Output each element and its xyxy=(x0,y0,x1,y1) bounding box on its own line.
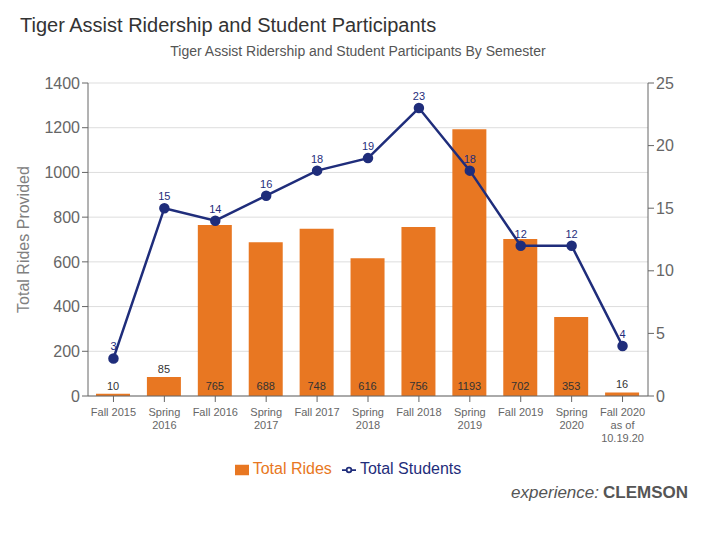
svg-text:20: 20 xyxy=(656,137,674,154)
svg-text:688: 688 xyxy=(257,380,275,392)
svg-text:14: 14 xyxy=(209,203,221,215)
html-text:Total Students: Total Students xyxy=(359,460,462,477)
svg-text:15: 15 xyxy=(158,190,170,202)
html-text:Tiger Assist Ridership and Stu: Tiger Assist Ridership and Student Parti… xyxy=(20,14,437,36)
svg-text:702: 702 xyxy=(511,380,529,392)
svg-text:765: 765 xyxy=(206,380,224,392)
svg-text:0: 0 xyxy=(656,388,665,405)
svg-text:748: 748 xyxy=(307,380,325,392)
svg-text:1200: 1200 xyxy=(44,119,80,136)
svg-text:Fall 2017: Fall 2017 xyxy=(294,406,339,418)
svg-text:Spring2019: Spring2019 xyxy=(454,406,486,431)
svg-text:12: 12 xyxy=(566,228,578,240)
svg-text:200: 200 xyxy=(53,343,80,360)
svg-text:16: 16 xyxy=(616,378,628,390)
html-text:Tiger Assist Ridership and Stu: Tiger Assist Ridership and Student Parti… xyxy=(170,43,546,59)
svg-text:Total Rides Provided: Total Rides Provided xyxy=(15,166,32,313)
svg-text:1400: 1400 xyxy=(44,75,80,92)
svg-text:10: 10 xyxy=(107,380,119,392)
svg-text:616: 616 xyxy=(358,380,376,392)
svg-text:756: 756 xyxy=(409,380,427,392)
svg-text:15: 15 xyxy=(656,200,674,217)
svg-text:18: 18 xyxy=(464,153,476,165)
svg-text:16: 16 xyxy=(260,178,272,190)
svg-text:600: 600 xyxy=(53,254,80,271)
svg-text:85: 85 xyxy=(158,363,170,375)
svg-text:400: 400 xyxy=(53,298,80,315)
html-text:experience: CLEMSON: experience: CLEMSON xyxy=(511,483,688,502)
svg-text:0: 0 xyxy=(71,388,80,405)
svg-text:19: 19 xyxy=(362,140,374,152)
svg-text:Spring2017: Spring2017 xyxy=(250,406,282,431)
html-text:Total Rides: Total Rides xyxy=(252,460,332,477)
svg-text:1000: 1000 xyxy=(44,164,80,181)
svg-text:Fall 2020as of10.19.20: Fall 2020as of10.19.20 xyxy=(600,406,645,444)
svg-text:25: 25 xyxy=(656,75,674,92)
svg-text:Spring2020: Spring2020 xyxy=(556,406,588,431)
svg-text:10: 10 xyxy=(656,262,674,279)
svg-text:3: 3 xyxy=(110,340,116,352)
svg-text:4: 4 xyxy=(619,328,625,340)
svg-text:Fall 2015: Fall 2015 xyxy=(91,406,136,418)
svg-text:12: 12 xyxy=(515,228,527,240)
svg-text:5: 5 xyxy=(656,325,665,342)
svg-text:Fall 2019: Fall 2019 xyxy=(498,406,543,418)
svg-text:Spring2016: Spring2016 xyxy=(148,406,180,431)
svg-text:800: 800 xyxy=(53,209,80,226)
svg-text:Fall 2018: Fall 2018 xyxy=(396,406,441,418)
svg-text:Spring2018: Spring2018 xyxy=(352,406,384,431)
svg-text:18: 18 xyxy=(311,153,323,165)
svg-text:23: 23 xyxy=(413,90,425,102)
svg-text:353: 353 xyxy=(562,380,580,392)
svg-text:1193: 1193 xyxy=(458,380,482,392)
svg-text:Fall 2016: Fall 2016 xyxy=(193,406,238,418)
